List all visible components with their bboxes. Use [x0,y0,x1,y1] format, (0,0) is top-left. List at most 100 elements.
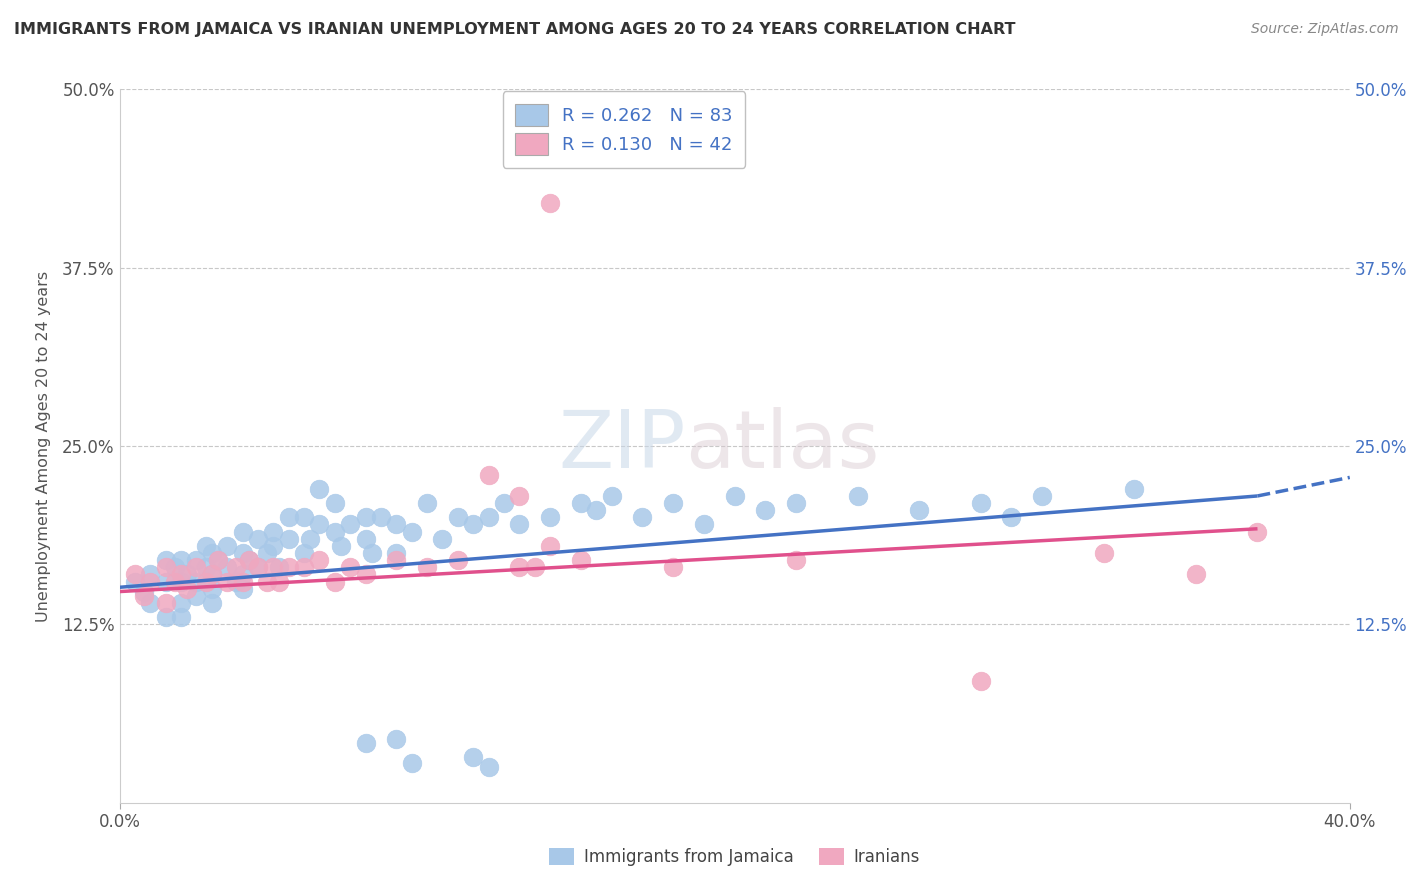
Point [360,546,382,560]
Point [155,596,177,610]
Point [508,517,530,532]
Point [569,553,592,567]
Point [225,560,247,574]
Point [492,496,515,510]
Point [139,567,162,582]
Point [370,510,392,524]
Point [538,510,561,524]
Point [277,510,299,524]
Y-axis label: Unemployment Among Ages 20 to 24 years: Unemployment Among Ages 20 to 24 years [37,270,51,622]
Point [139,596,162,610]
Point [385,553,408,567]
Point [225,574,247,589]
Point [186,553,208,567]
Point [176,582,198,596]
Point [354,532,377,546]
Point [308,482,330,496]
Point [155,553,177,567]
Point [217,574,239,589]
Point [463,517,485,532]
Point [176,567,198,582]
Point [238,553,260,567]
Text: IMMIGRANTS FROM JAMAICA VS IRANIAN UNEMPLOYMENT AMONG AGES 20 TO 24 YEARS CORREL: IMMIGRANTS FROM JAMAICA VS IRANIAN UNEMP… [14,22,1015,37]
Point [308,517,330,532]
Point [170,574,193,589]
Point [508,560,530,574]
Point [970,496,993,510]
Point [246,560,269,574]
Text: ZIP: ZIP [558,407,686,485]
Point [323,496,346,510]
Point [323,574,346,589]
Point [401,756,423,770]
Point [846,489,869,503]
Point [194,539,217,553]
Point [354,736,377,750]
Point [477,467,501,482]
Point [508,489,530,503]
Point [339,560,361,574]
Point [132,584,156,599]
Point [329,539,352,553]
Point [201,546,224,560]
Point [299,532,322,546]
Point [523,560,546,574]
Text: atlas: atlas [686,407,880,485]
Point [170,553,193,567]
Point [207,553,229,567]
Point [477,510,501,524]
Point [155,560,177,574]
Point [447,510,470,524]
Point [262,539,284,553]
Point [139,574,162,589]
Point [231,524,254,539]
Point [231,582,254,596]
Point [207,553,229,567]
Point [256,546,278,560]
Point [231,546,254,560]
Point [238,553,260,567]
Point [385,517,408,532]
Point [277,560,299,574]
Point [155,610,177,624]
Point [277,532,299,546]
Point [385,546,408,560]
Point [292,546,315,560]
Point [201,567,224,582]
Point [908,503,931,517]
Point [308,553,330,567]
Point [132,589,156,603]
Point [631,510,654,524]
Point [585,503,607,517]
Point [754,503,776,517]
Point [246,532,269,546]
Point [1000,510,1022,524]
Point [256,574,278,589]
Point [538,196,561,211]
Point [1123,482,1146,496]
Point [201,567,224,582]
Point [970,674,993,689]
Point [385,731,408,746]
Point [432,532,454,546]
Point [354,567,377,582]
Point [269,560,291,574]
Point [194,574,217,589]
Point [170,596,193,610]
Point [170,610,193,624]
Point [201,582,224,596]
Point [785,496,807,510]
Point [785,553,807,567]
Point [463,750,485,764]
Point [292,510,315,524]
Point [693,517,716,532]
Point [186,589,208,603]
Point [155,574,177,589]
Point [124,567,146,582]
Point [163,560,186,574]
Point [323,524,346,539]
Point [662,560,685,574]
Text: Source: ZipAtlas.com: Source: ZipAtlas.com [1251,22,1399,37]
Point [401,524,423,539]
Point [262,524,284,539]
